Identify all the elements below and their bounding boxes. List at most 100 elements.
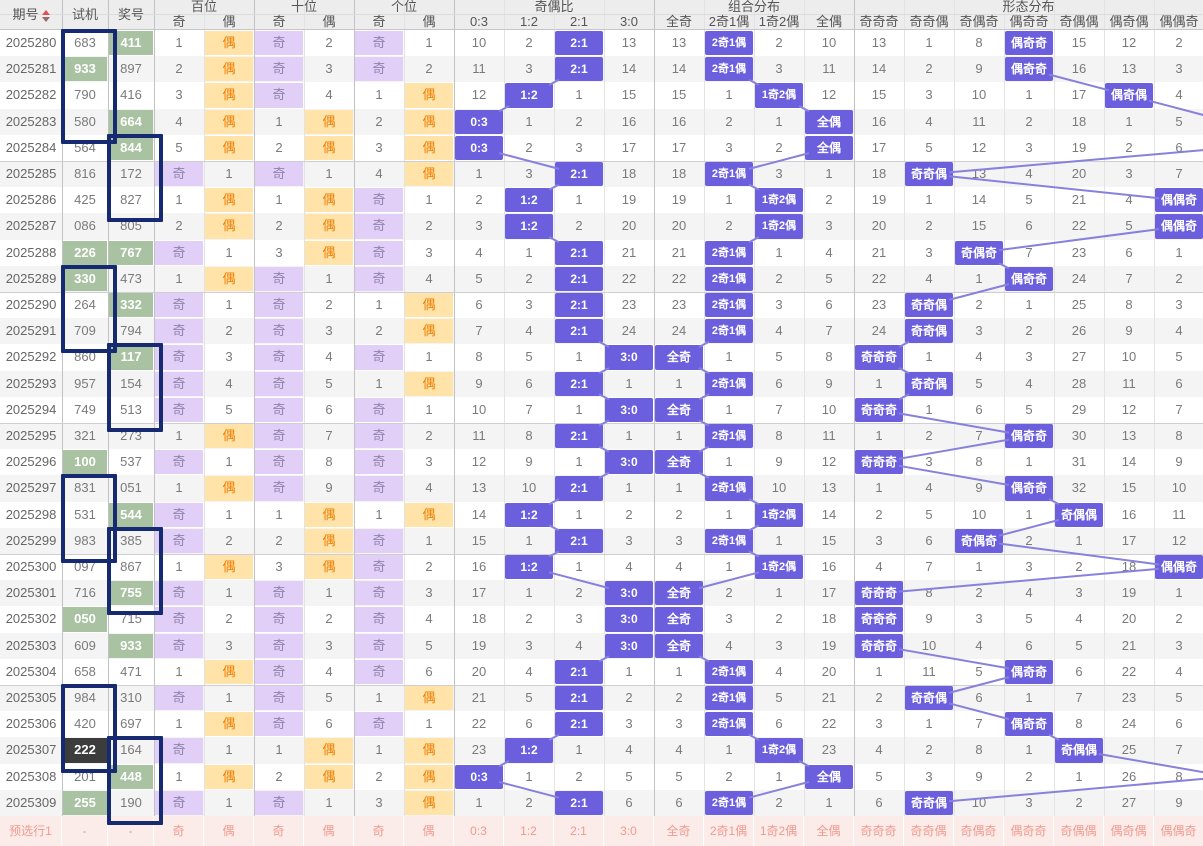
preselect-shiji-cell[interactable]: -	[62, 816, 108, 846]
preselect-cell[interactable]: 全偶	[804, 816, 854, 846]
pattern-miss-cell: 3	[975, 323, 983, 339]
pattern-miss-cell: 11	[1172, 506, 1186, 522]
sub-header-cell: 全奇	[665, 14, 692, 29]
preselect-cell[interactable]: 奇	[254, 816, 304, 846]
preselect-cell[interactable]: 全奇	[654, 816, 704, 846]
jiang-cell: 164	[120, 742, 142, 758]
combo-miss-cell: 1	[825, 166, 833, 181]
block-divider	[0, 685, 1203, 686]
pattern-miss-cell: 17	[871, 139, 887, 155]
preselect-cell[interactable]: 2奇1偶	[704, 816, 754, 846]
sub-header-cell: 偶	[422, 14, 436, 29]
pos-hit-cell: 奇	[355, 345, 403, 370]
pattern-miss-cell: 8	[925, 585, 933, 601]
pos-hit-cell: 奇	[355, 712, 403, 737]
ratio-miss-cell: 4	[575, 637, 583, 653]
pos-hit-cell: 奇	[155, 319, 203, 344]
preselect-cell[interactable]: 奇奇偶	[904, 816, 954, 846]
preselect-cell[interactable]: 偶	[304, 816, 354, 846]
combo-miss-cell: 1	[675, 428, 683, 443]
pattern-miss-cell: 1	[1025, 87, 1033, 103]
preselect-cell[interactable]: 3:0	[604, 816, 654, 846]
ratio-miss-cell: 3	[625, 716, 633, 732]
ratio-miss-cell: 1	[575, 349, 583, 365]
combo-miss-cell: 17	[821, 585, 837, 601]
pattern-miss-cell: 3	[1025, 559, 1033, 574]
ratio-miss-cell: 13	[621, 35, 637, 50]
preselect-cell[interactable]: 1:2	[504, 816, 554, 846]
pattern-hit-cell: 偶奇奇	[1005, 712, 1053, 737]
pos-miss-cell: 1	[325, 166, 333, 181]
column-divider	[154, 0, 155, 816]
preselect-cell[interactable]: 奇	[154, 816, 204, 846]
jiang-cell: 933	[109, 633, 153, 658]
pos-miss-cell: 4	[325, 663, 333, 679]
ratio-miss-cell: 12	[471, 454, 487, 470]
ratio-hit-cell: 1:2	[505, 214, 553, 239]
combo-hit-cell: 全偶	[805, 109, 853, 134]
combo-miss-cell: 14	[671, 61, 687, 77]
preselect-cell[interactable]: 奇奇奇	[854, 816, 904, 846]
preselect-jiang-cell[interactable]: -	[108, 816, 154, 846]
ratio-miss-cell: 6	[625, 794, 633, 810]
pattern-miss-cell: 4	[925, 113, 933, 129]
issue-cell: 2025293	[5, 375, 57, 391]
preselect-cell[interactable]: 奇偶偶	[1054, 816, 1104, 846]
pattern-miss-cell: 2	[1025, 768, 1033, 784]
pos-hit-cell: 奇	[355, 633, 403, 658]
combo-hit-cell: 2奇1偶	[705, 528, 753, 553]
shiji-cell: 749	[74, 401, 96, 417]
combo-miss-cell: 24	[671, 323, 687, 339]
combo-miss-cell: 2	[675, 506, 683, 522]
pattern-miss-cell: 9	[1175, 454, 1183, 470]
combo-miss-cell: 19	[671, 192, 687, 208]
pos-miss-cell: 1	[275, 113, 283, 129]
pattern-miss-cell: 25	[1121, 742, 1137, 758]
ratio-hit-cell: 1:2	[505, 188, 553, 213]
preselect-cell[interactable]: 偶	[404, 816, 454, 846]
preselect-cell[interactable]: 偶奇偶	[1104, 816, 1154, 846]
pattern-miss-cell: 3	[1075, 585, 1083, 601]
pattern-miss-cell: 1	[925, 35, 933, 50]
sort-icon[interactable]	[41, 9, 50, 22]
pos-miss-cell: 1	[275, 742, 283, 758]
ratio-hit-cell: 2:1	[555, 240, 603, 265]
issue-cell: 2025294	[5, 401, 57, 417]
pattern-miss-cell: 6	[1125, 244, 1133, 260]
pattern-miss-cell: 12	[1171, 532, 1187, 548]
pos-hit-cell: 偶	[405, 738, 453, 763]
sub-header-cell: 1奇2偶	[758, 14, 800, 29]
sub-header-cell: 全偶	[815, 14, 842, 29]
jiang-cell: 385	[120, 532, 142, 548]
pos-hit-cell: 奇	[155, 162, 203, 187]
preselect-cell[interactable]: 0:3	[454, 816, 504, 846]
preselect-cell[interactable]: 偶偶奇	[1154, 816, 1203, 846]
pattern-miss-cell: 22	[871, 270, 887, 286]
combo-miss-cell: 1	[725, 559, 733, 574]
ratio-miss-cell: 5	[525, 349, 533, 365]
pos-hit-cell: 奇	[355, 581, 403, 606]
shiji-column-header: 试机	[71, 7, 98, 22]
pattern-miss-cell: 16	[1071, 61, 1087, 77]
jiang-cell: 715	[120, 611, 142, 627]
column-divider	[404, 0, 405, 816]
pattern-miss-cell: 1	[1025, 297, 1033, 312]
preselect-cell[interactable]: 偶	[204, 816, 254, 846]
ratio-miss-cell: 2	[575, 218, 583, 234]
pattern-miss-cell: 20	[1071, 166, 1087, 181]
ratio-miss-cell: 1	[625, 480, 633, 496]
combo-miss-cell: 6	[825, 297, 833, 312]
preselect-cell[interactable]: 2:1	[554, 816, 604, 846]
combo-miss-cell: 12	[821, 87, 837, 103]
preselect-cell[interactable]: 奇	[354, 816, 404, 846]
preselect-cell[interactable]: 1奇2偶	[754, 816, 804, 846]
pos-miss-cell: 1	[225, 794, 233, 810]
pattern-miss-cell: 9	[925, 611, 933, 627]
pattern-miss-cell: 13	[971, 166, 987, 181]
issue-column-header[interactable]: 期号	[0, 0, 62, 30]
preselect-cell[interactable]: 奇偶奇	[954, 816, 1004, 846]
combo-miss-cell: 10	[821, 35, 837, 50]
pos-miss-cell: 6	[325, 401, 333, 417]
pos-miss-cell: 2	[425, 61, 433, 77]
preselect-cell[interactable]: 偶奇奇	[1004, 816, 1054, 846]
